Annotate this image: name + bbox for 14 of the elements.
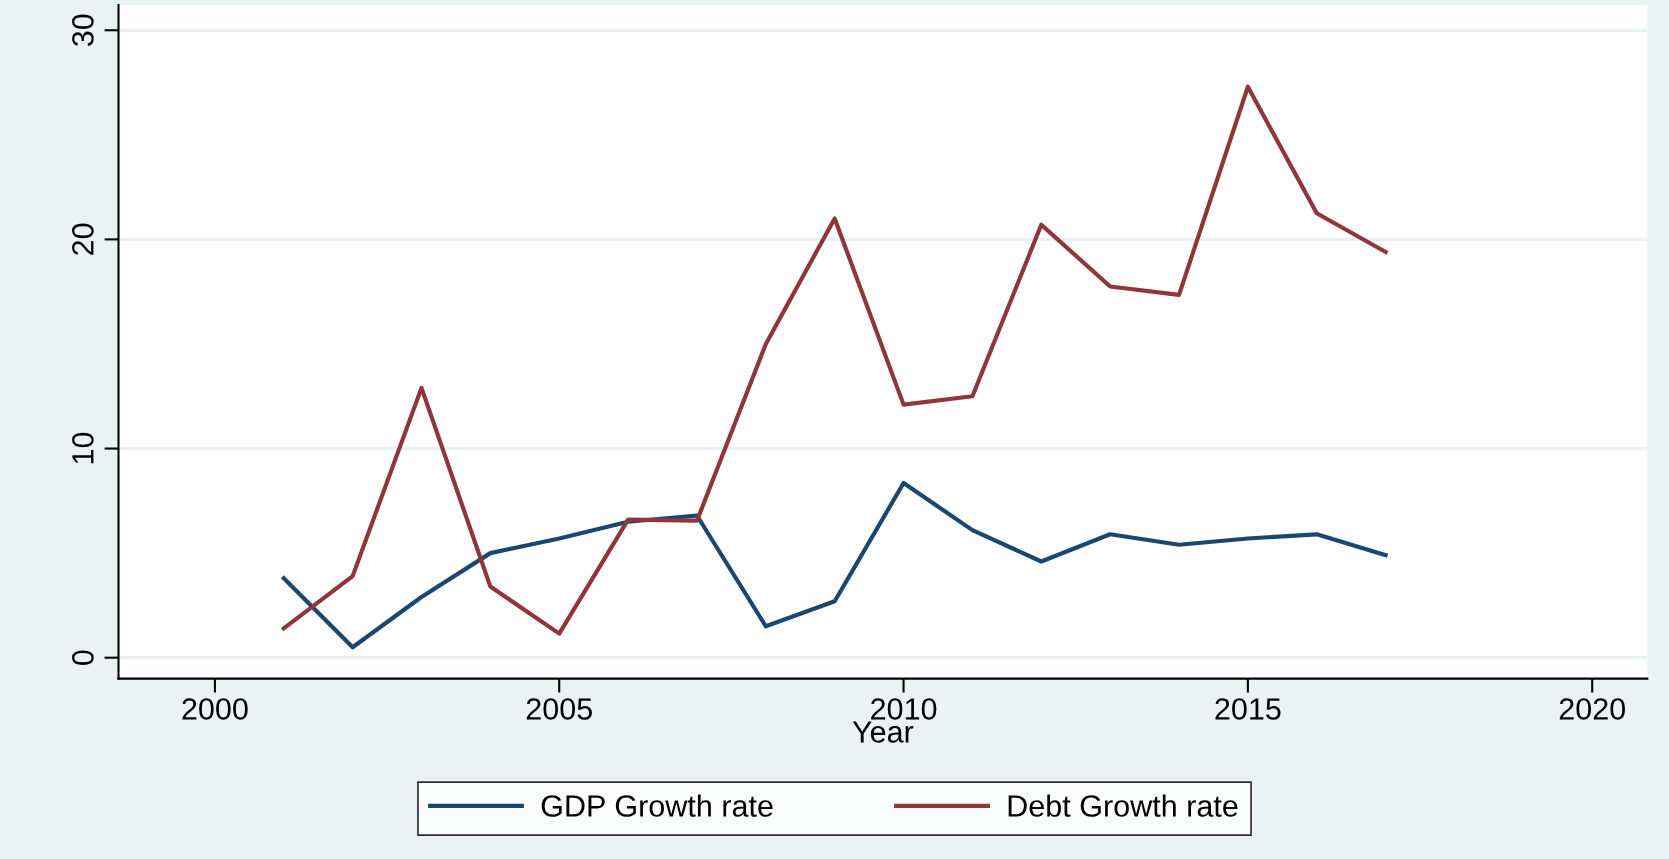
x-tick-label: 2005 <box>526 698 592 720</box>
x-axis-title: Year <box>852 721 914 743</box>
line-series <box>281 480 1388 650</box>
legend-label: GDP Growth rate <box>541 794 773 817</box>
x-tick-label: 2020 <box>1559 698 1626 720</box>
line-series <box>281 84 1388 636</box>
x-tick-label: 2000 <box>182 698 248 720</box>
x-tick-label: 2010 <box>871 698 937 720</box>
y-tick-label: 30 <box>72 14 94 47</box>
y-tick-label: 10 <box>72 432 94 464</box>
x-tick-label: 2015 <box>1215 698 1281 720</box>
y-tick-label: 20 <box>72 223 94 255</box>
y-tick-label: 0 <box>72 650 94 665</box>
legend-label: Debt Growth rate <box>1008 794 1238 817</box>
